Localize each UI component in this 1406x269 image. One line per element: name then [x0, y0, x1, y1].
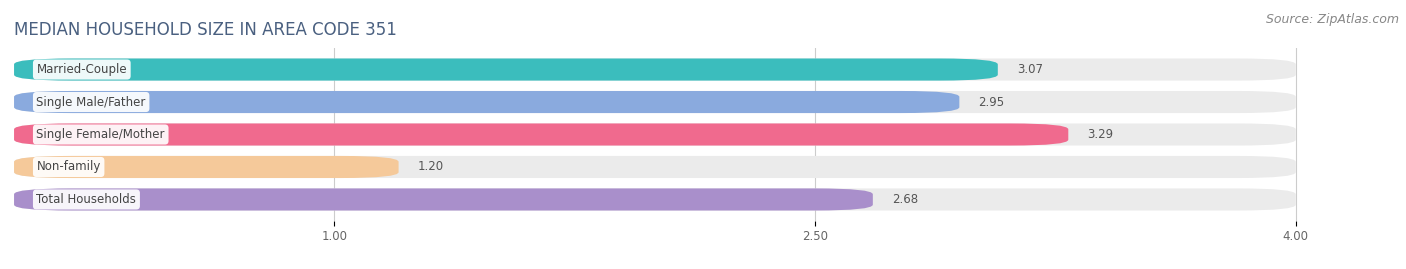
Text: Source: ZipAtlas.com: Source: ZipAtlas.com [1265, 13, 1399, 26]
FancyBboxPatch shape [14, 188, 873, 211]
FancyBboxPatch shape [14, 58, 1296, 81]
Text: 3.07: 3.07 [1017, 63, 1043, 76]
Text: 3.29: 3.29 [1087, 128, 1114, 141]
Text: Married-Couple: Married-Couple [37, 63, 127, 76]
Text: 2.68: 2.68 [891, 193, 918, 206]
FancyBboxPatch shape [14, 156, 398, 178]
Text: MEDIAN HOUSEHOLD SIZE IN AREA CODE 351: MEDIAN HOUSEHOLD SIZE IN AREA CODE 351 [14, 20, 396, 38]
FancyBboxPatch shape [14, 123, 1069, 146]
FancyBboxPatch shape [14, 156, 1296, 178]
FancyBboxPatch shape [14, 58, 998, 81]
FancyBboxPatch shape [14, 91, 1296, 113]
FancyBboxPatch shape [14, 188, 1296, 211]
Text: Single Male/Father: Single Male/Father [37, 95, 146, 108]
Text: Non-family: Non-family [37, 161, 101, 174]
Text: Total Households: Total Households [37, 193, 136, 206]
Text: 2.95: 2.95 [979, 95, 1005, 108]
Text: Single Female/Mother: Single Female/Mother [37, 128, 165, 141]
FancyBboxPatch shape [14, 123, 1296, 146]
Text: 1.20: 1.20 [418, 161, 444, 174]
FancyBboxPatch shape [14, 91, 959, 113]
